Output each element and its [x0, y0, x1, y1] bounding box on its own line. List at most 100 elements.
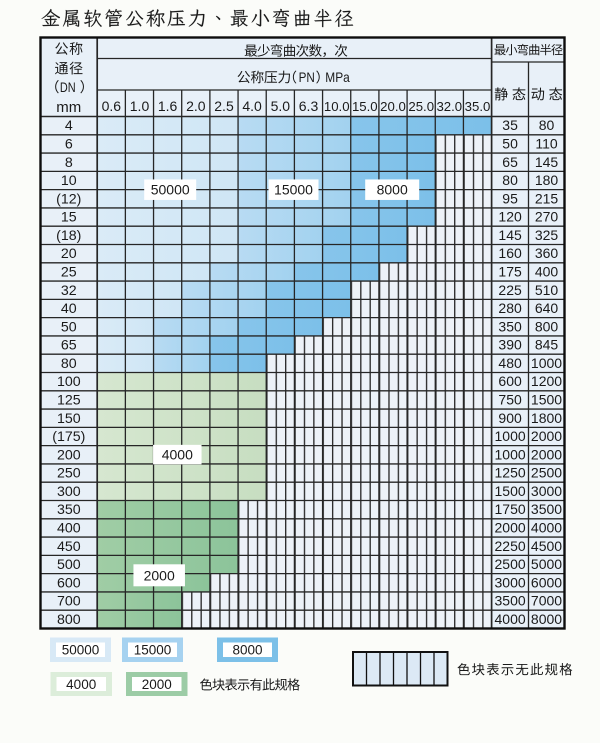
svg-text:4000: 4000	[162, 447, 193, 463]
svg-text:120: 120	[498, 209, 522, 225]
svg-text:1.0: 1.0	[130, 98, 150, 114]
svg-text:1750: 1750	[495, 501, 526, 517]
svg-text:25.0: 25.0	[408, 99, 434, 114]
svg-text:15.0: 15.0	[352, 99, 378, 114]
svg-text:2000: 2000	[531, 428, 562, 444]
svg-text:110: 110	[535, 136, 558, 152]
svg-text:640: 640	[535, 300, 559, 316]
svg-text:8000: 8000	[232, 643, 262, 658]
svg-text:1000: 1000	[495, 446, 526, 462]
svg-text:80: 80	[61, 356, 77, 372]
svg-text:50000: 50000	[62, 643, 100, 658]
svg-text:280: 280	[498, 300, 522, 316]
svg-text:65: 65	[61, 338, 77, 354]
svg-text:510: 510	[535, 282, 559, 298]
svg-text:10: 10	[61, 173, 77, 189]
svg-text:2500: 2500	[531, 465, 562, 481]
svg-text:600: 600	[57, 575, 81, 591]
svg-text:350: 350	[57, 502, 81, 518]
svg-text:450: 450	[57, 539, 81, 555]
svg-text:4.0: 4.0	[242, 98, 262, 114]
svg-text:1200: 1200	[531, 373, 562, 389]
svg-text:10.0: 10.0	[324, 99, 350, 114]
svg-text:180: 180	[535, 172, 559, 188]
svg-text:4000: 4000	[495, 611, 526, 627]
svg-text:32: 32	[61, 283, 77, 299]
svg-text:2000: 2000	[531, 446, 562, 462]
svg-text:845: 845	[535, 337, 559, 353]
svg-text:50: 50	[502, 136, 518, 152]
svg-text:3500: 3500	[531, 501, 562, 517]
svg-text:6: 6	[65, 137, 73, 153]
svg-text:1000: 1000	[495, 428, 526, 444]
svg-text:2000: 2000	[142, 677, 172, 692]
svg-text:80: 80	[539, 117, 555, 133]
svg-text:2250: 2250	[495, 538, 526, 554]
svg-text:3500: 3500	[495, 593, 526, 609]
svg-text:325: 325	[535, 227, 559, 243]
svg-text:2.5: 2.5	[214, 98, 234, 114]
svg-text:3000: 3000	[531, 483, 562, 499]
svg-text:(175): (175)	[52, 429, 85, 445]
svg-text:900: 900	[498, 410, 522, 426]
svg-text:6.3: 6.3	[299, 98, 319, 114]
svg-text:400: 400	[57, 521, 81, 537]
svg-text:150: 150	[57, 411, 81, 427]
svg-text:mm: mm	[56, 99, 81, 116]
svg-text:4: 4	[65, 118, 73, 134]
svg-text:350: 350	[498, 318, 522, 334]
svg-text:50: 50	[61, 319, 77, 335]
svg-text:8000: 8000	[531, 611, 562, 627]
svg-text:215: 215	[535, 190, 559, 206]
svg-text:2.0: 2.0	[186, 98, 206, 114]
svg-text:15000: 15000	[134, 643, 172, 658]
svg-text:20: 20	[61, 246, 77, 262]
svg-text:800: 800	[57, 612, 81, 628]
svg-text:8: 8	[65, 155, 73, 171]
svg-text:360: 360	[535, 245, 559, 261]
svg-text:2500: 2500	[495, 556, 526, 572]
svg-text:8000: 8000	[377, 182, 408, 198]
svg-text:300: 300	[57, 484, 81, 500]
svg-text:1250: 1250	[495, 465, 526, 481]
svg-text:7000: 7000	[531, 593, 562, 609]
svg-text:160: 160	[498, 245, 522, 261]
svg-text:750: 750	[498, 392, 522, 408]
svg-text:500: 500	[57, 557, 81, 573]
svg-text:2000: 2000	[495, 520, 526, 536]
svg-text:1500: 1500	[531, 392, 562, 408]
svg-text:5.0: 5.0	[271, 98, 291, 114]
svg-text:200: 200	[57, 447, 81, 463]
svg-text:700: 700	[57, 594, 81, 610]
svg-text:MPa: MPa	[325, 69, 350, 85]
svg-text:0.6: 0.6	[102, 98, 122, 114]
svg-text:100: 100	[57, 374, 81, 390]
svg-text:25: 25	[61, 265, 77, 281]
svg-text:2000: 2000	[144, 567, 175, 583]
svg-text:PN: PN	[299, 69, 315, 85]
svg-text:35.0: 35.0	[465, 99, 491, 114]
svg-text:145: 145	[498, 227, 522, 243]
svg-text:250: 250	[57, 466, 81, 482]
svg-text:15: 15	[61, 210, 77, 226]
svg-text:(18): (18)	[56, 228, 81, 244]
svg-text:1.6: 1.6	[158, 98, 178, 114]
svg-text:95: 95	[502, 190, 518, 206]
svg-text:20.0: 20.0	[380, 99, 406, 114]
svg-text:80: 80	[502, 172, 518, 188]
svg-text:225: 225	[498, 282, 522, 298]
svg-text:1800: 1800	[531, 410, 562, 426]
svg-text:4000: 4000	[531, 520, 562, 536]
svg-text:65: 65	[502, 154, 518, 170]
svg-text:3000: 3000	[495, 574, 526, 590]
svg-text:4000: 4000	[66, 677, 96, 692]
svg-text:5000: 5000	[531, 556, 562, 572]
svg-text:175: 175	[498, 264, 522, 280]
svg-text:400: 400	[535, 264, 559, 280]
svg-text:35: 35	[502, 117, 518, 133]
svg-text:800: 800	[535, 318, 559, 334]
svg-text:480: 480	[498, 355, 522, 371]
svg-text:40: 40	[61, 301, 77, 317]
svg-text:6000: 6000	[531, 574, 562, 590]
svg-text:1000: 1000	[531, 355, 562, 371]
